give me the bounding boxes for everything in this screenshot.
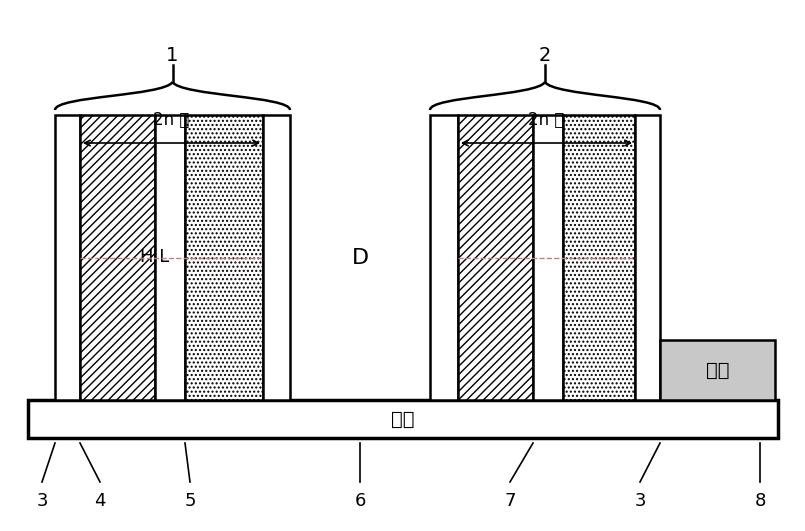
Text: 6: 6 (354, 492, 365, 510)
Bar (533, 115, 563, 400)
Bar (80, 115, 155, 400)
Text: 4: 4 (94, 492, 105, 510)
Bar (155, 115, 185, 400)
Text: 2n 层: 2n 层 (528, 111, 564, 129)
Text: 3: 3 (634, 492, 646, 510)
Text: H L: H L (140, 249, 170, 267)
Bar (563, 115, 635, 400)
Text: 2: 2 (539, 46, 551, 65)
Text: 7: 7 (504, 492, 516, 510)
Bar (660, 340, 775, 400)
Text: 转子: 转子 (706, 361, 729, 380)
Text: D: D (352, 247, 369, 268)
Text: 3: 3 (36, 492, 47, 510)
Text: 定子: 定子 (391, 409, 415, 429)
Bar (430, 115, 458, 400)
Bar (458, 115, 533, 400)
Text: 5: 5 (184, 492, 196, 510)
Bar (263, 115, 290, 400)
Text: 8: 8 (754, 492, 766, 510)
Text: 1: 1 (167, 46, 179, 65)
Text: 2n 层: 2n 层 (153, 111, 190, 129)
Bar (55, 115, 80, 400)
Bar (185, 115, 263, 400)
Bar (28, 400, 778, 438)
Bar (635, 115, 660, 400)
